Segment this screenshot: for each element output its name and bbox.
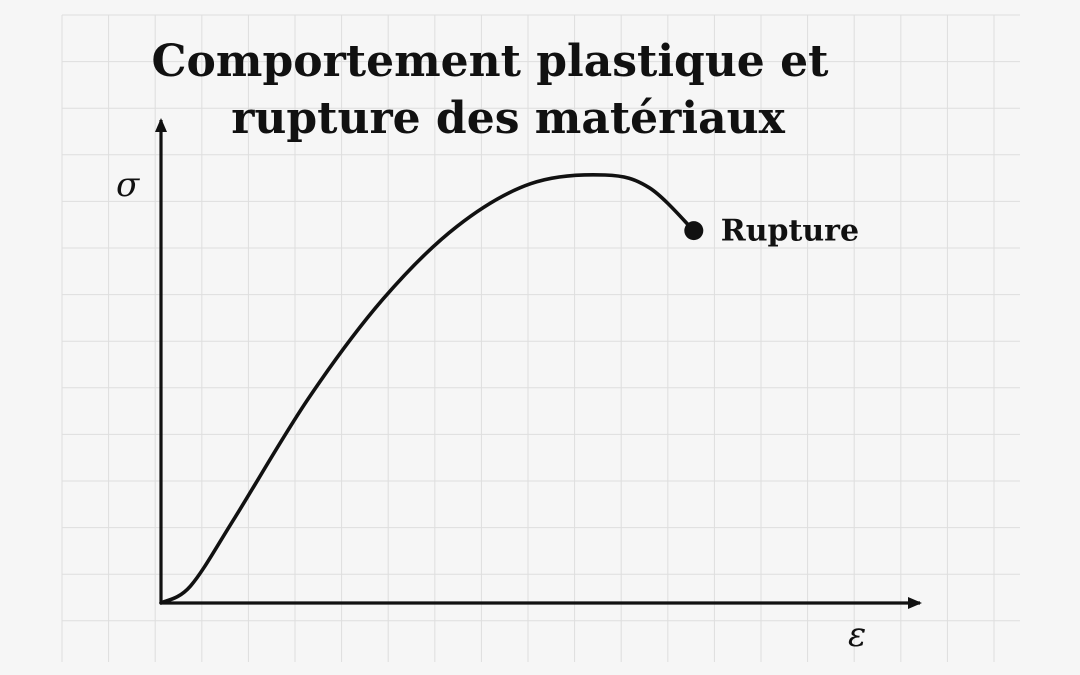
chart-title: Comportement plastique et rupture des ma… (152, 36, 830, 144)
stress-strain-curve (159, 173, 696, 605)
rupture-point-marker (684, 221, 704, 241)
y-axis-label: σ (116, 165, 140, 205)
background-grid (61, 14, 1020, 662)
chart-title-line-2: rupture des matériaux (231, 93, 785, 144)
chart-title-line-1: Comportement plastique et (152, 36, 830, 87)
rupture-label: Rupture (721, 214, 859, 249)
curve-points (159, 173, 696, 605)
x-axis-label: ε (848, 615, 866, 655)
